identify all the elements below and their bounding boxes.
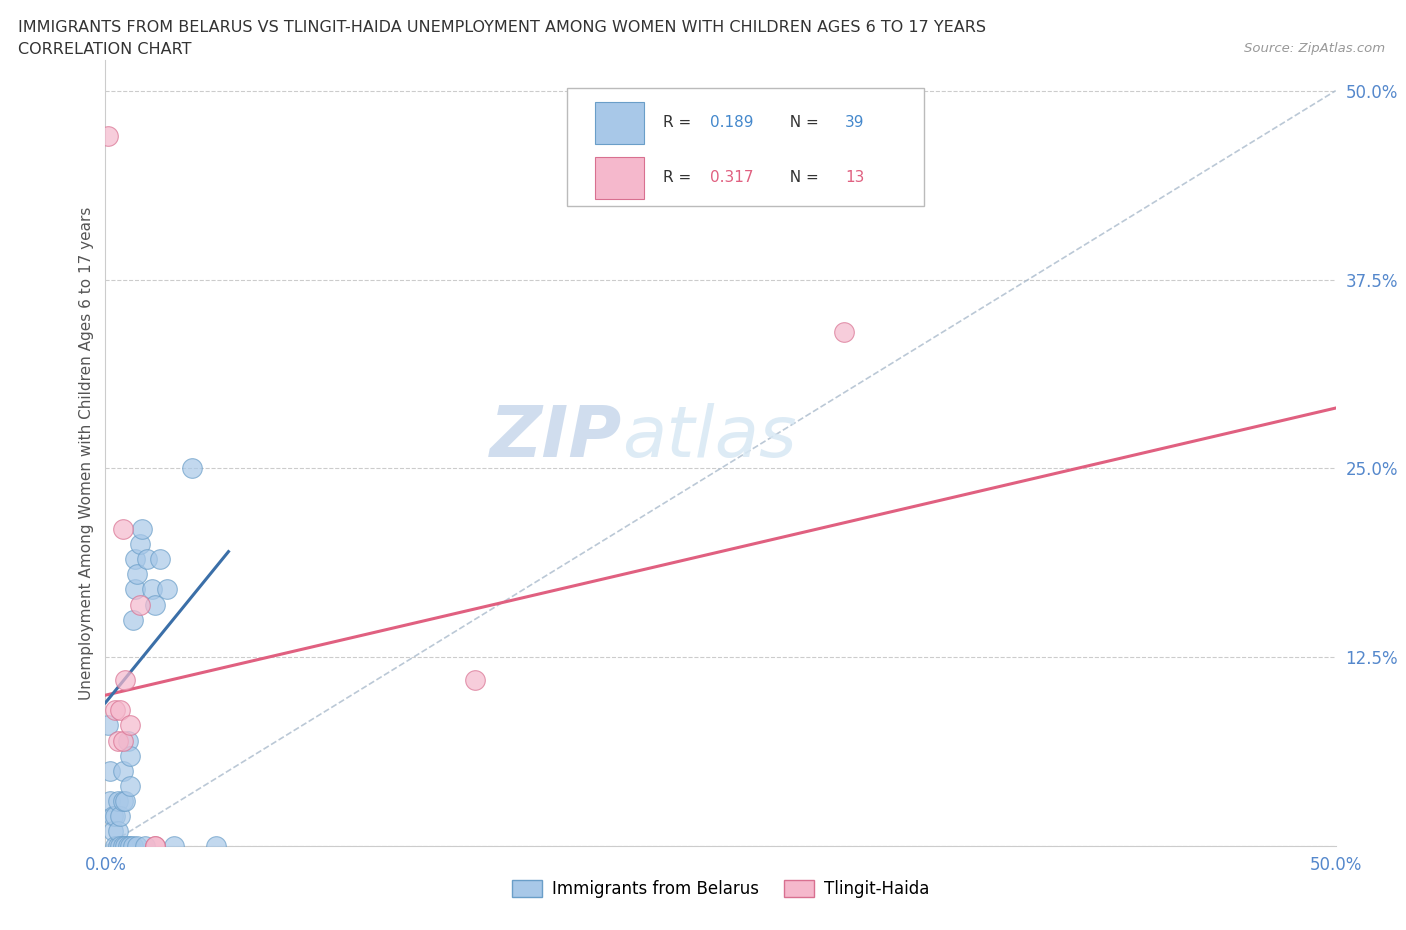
Point: [107, 824, 129, 839]
Text: 13: 13: [845, 170, 865, 185]
Point: [110, 809, 132, 824]
Point: [111, 733, 134, 748]
Point: [464, 672, 486, 687]
Point: [114, 839, 136, 854]
Text: 0.317: 0.317: [710, 170, 754, 185]
FancyBboxPatch shape: [567, 88, 924, 206]
Point: [110, 703, 132, 718]
Point: [121, 612, 143, 627]
Point: [143, 597, 166, 612]
Point: [114, 793, 136, 808]
Point: [127, 839, 149, 854]
Y-axis label: Unemployment Among Women with Children Ages 6 to 17 years: Unemployment Among Women with Children A…: [79, 206, 94, 700]
Point: [98, 793, 122, 808]
Point: [104, 703, 127, 718]
Point: [163, 839, 186, 854]
Point: [143, 839, 166, 854]
Point: [832, 326, 855, 340]
Point: [121, 839, 143, 854]
Text: Source: ZipAtlas.com: Source: ZipAtlas.com: [1244, 42, 1385, 55]
Text: 0.189: 0.189: [710, 115, 754, 130]
Text: CORRELATION CHART: CORRELATION CHART: [18, 42, 191, 57]
Point: [111, 839, 134, 854]
Text: N =: N =: [780, 170, 824, 185]
FancyBboxPatch shape: [595, 157, 644, 199]
Point: [117, 733, 139, 748]
Point: [141, 582, 163, 597]
Point: [111, 793, 134, 808]
Point: [180, 461, 202, 476]
Point: [117, 839, 139, 854]
Point: [110, 839, 132, 854]
Point: [124, 551, 146, 566]
Text: ZIP: ZIP: [489, 404, 621, 472]
Point: [143, 839, 166, 854]
Point: [149, 551, 172, 566]
FancyBboxPatch shape: [595, 101, 644, 143]
Point: [107, 839, 129, 854]
Point: [111, 522, 134, 537]
Point: [120, 718, 141, 733]
Point: [134, 839, 156, 854]
Point: [120, 778, 141, 793]
Point: [129, 537, 152, 551]
Point: [107, 793, 129, 808]
Point: [97, 718, 120, 733]
Text: N =: N =: [780, 115, 824, 130]
Point: [98, 764, 122, 778]
Point: [107, 733, 129, 748]
Point: [127, 567, 149, 582]
Point: [120, 839, 141, 854]
Point: [101, 809, 124, 824]
Text: atlas: atlas: [621, 404, 797, 472]
Point: [136, 551, 159, 566]
Point: [124, 582, 146, 597]
Point: [97, 128, 120, 143]
Point: [156, 582, 179, 597]
Text: R =: R =: [662, 115, 696, 130]
Text: R =: R =: [662, 170, 696, 185]
Point: [114, 672, 136, 687]
Point: [205, 839, 228, 854]
Point: [131, 522, 153, 537]
Legend: Immigrants from Belarus, Tlingit-Haida: Immigrants from Belarus, Tlingit-Haida: [505, 873, 936, 905]
Point: [104, 839, 127, 854]
Point: [111, 764, 134, 778]
Point: [129, 597, 152, 612]
Point: [120, 748, 141, 763]
Text: 39: 39: [845, 115, 865, 130]
Point: [101, 824, 124, 839]
Point: [104, 809, 127, 824]
Text: IMMIGRANTS FROM BELARUS VS TLINGIT-HAIDA UNEMPLOYMENT AMONG WOMEN WITH CHILDREN : IMMIGRANTS FROM BELARUS VS TLINGIT-HAIDA…: [18, 20, 986, 35]
